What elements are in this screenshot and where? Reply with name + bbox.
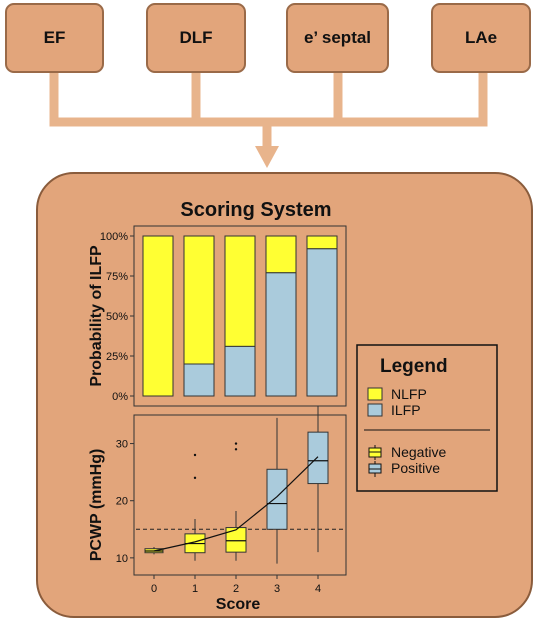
- bar-ilfp-2: [224, 345, 256, 397]
- box-x-tick-label: 0: [151, 583, 157, 595]
- box-x-tick-label: 3: [274, 583, 280, 595]
- bar-ilfp-4: [306, 248, 338, 397]
- box-plot-y-axis-label: PCWP (mmHg): [88, 449, 105, 562]
- bar-chart-y-ticks: 0% 25% 50% 75% 100%: [100, 231, 134, 403]
- input-label-e-septal: e’ septal: [303, 28, 372, 47]
- box-plot-x-ticks: 0 1 2 3 4: [151, 575, 321, 595]
- bar-ilfp-1: [183, 363, 215, 397]
- input-box-lae: LAe: [431, 3, 531, 73]
- box-x-tick-label: 4: [315, 583, 321, 595]
- legend-label-ilfp: ILFP: [391, 402, 421, 418]
- input-label-ef: EF: [43, 28, 66, 47]
- box-y-tick-label: 10: [116, 553, 128, 565]
- box-iqr: [266, 468, 288, 530]
- box-plot-y-ticks: 10 20 30: [116, 439, 134, 565]
- legend-title: Legend: [380, 356, 448, 377]
- bar-y-tick-label: 75%: [106, 271, 128, 283]
- input-label-dlf: DLF: [179, 28, 213, 47]
- legend-label-positive: Positive: [391, 460, 440, 476]
- input-box-ef: EF: [5, 3, 104, 73]
- panel-title: Scoring System: [180, 199, 331, 221]
- box-score-4: [307, 406, 329, 553]
- box-plot-boxes: [144, 406, 329, 564]
- box-iqr: [307, 431, 329, 485]
- input-box-e-septal: e’ septal: [286, 3, 389, 73]
- bar-y-tick-label: 50%: [106, 311, 128, 323]
- box-outlier: [234, 442, 238, 445]
- bar-y-tick-label: 25%: [106, 351, 128, 363]
- down-arrow-icon: [255, 146, 279, 168]
- mean-trend-line: [153, 456, 319, 552]
- box-plot-x-axis-label: Score: [216, 596, 261, 613]
- box-outlier: [193, 476, 197, 480]
- box-score-3: [266, 417, 288, 564]
- connector: [49, 73, 488, 168]
- legend-swatch-ilfp: [367, 403, 383, 417]
- bar-y-tick-label: 0%: [112, 391, 128, 403]
- box-iqr: [225, 527, 247, 553]
- box-outlier: [193, 453, 197, 457]
- bar-nlfp-4: [306, 235, 338, 250]
- legend-label-nlfp: NLFP: [391, 386, 427, 402]
- connector-lines: [49, 73, 488, 148]
- bar-nlfp-0: [142, 235, 174, 397]
- box-score-1: [184, 453, 206, 561]
- input-box-dlf: DLF: [146, 3, 246, 73]
- box-y-tick-label: 30: [116, 439, 128, 451]
- legend-label-negative: Negative: [391, 444, 446, 460]
- box-x-tick-label: 1: [192, 583, 198, 595]
- box-plot-frame: [133, 414, 347, 576]
- bar-nlfp-3: [265, 235, 297, 274]
- box-outlier: [234, 448, 238, 451]
- bar-nlfp-2: [224, 235, 256, 347]
- bar-chart-y-axis-label: Probability of ILFP: [88, 245, 105, 387]
- box-y-tick-label: 20: [116, 496, 128, 508]
- box-score-2: [225, 442, 247, 561]
- bar-ilfp-3: [265, 272, 297, 397]
- box-x-tick-label: 2: [233, 583, 239, 595]
- input-label-lae: LAe: [464, 28, 498, 47]
- legend-negative-box-icon: [368, 445, 382, 460]
- legend-positive-box-icon: [368, 461, 382, 477]
- bar-nlfp-1: [183, 235, 215, 365]
- bar-y-tick-label: 100%: [100, 231, 128, 243]
- bar-chart-bars: [142, 235, 338, 397]
- legend-swatch-nlfp: [367, 387, 383, 401]
